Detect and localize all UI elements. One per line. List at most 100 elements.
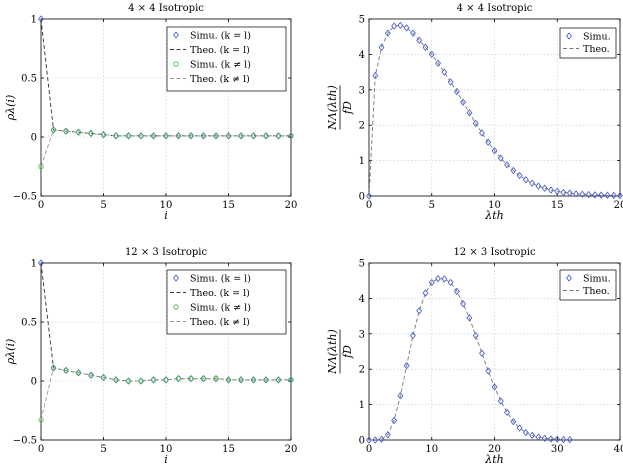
data-point-diamond <box>566 436 573 444</box>
data-point-diamond <box>416 36 423 44</box>
data-point-diamond <box>460 98 467 106</box>
data-point-diamond <box>378 43 385 51</box>
x-tick-label: 0 <box>38 444 44 455</box>
data-point-diamond <box>585 190 592 199</box>
legend-swatch-circle <box>173 61 179 67</box>
data-point-diamond <box>391 416 398 425</box>
y-axis-label: NΛ(λth) fD <box>326 329 354 375</box>
y-axis-label: ρλ(i) <box>4 339 17 366</box>
y-axis-label-numerator: NΛ(λth) <box>326 329 339 375</box>
data-point-diamond <box>403 362 410 370</box>
legend-label: Simu. (k ≠ l) <box>190 59 251 70</box>
data-point-diamond <box>422 43 429 51</box>
data-point-diamond <box>535 433 542 441</box>
data-point-diamond <box>522 428 529 437</box>
data-point-diamond <box>435 274 441 283</box>
data-point-diamond <box>453 287 460 295</box>
data-point-diamond <box>541 184 548 192</box>
data-point-diamond <box>529 179 536 187</box>
chart-title: 4 × 4 Isotropic <box>128 3 204 14</box>
legend-swatch-diamond <box>566 274 572 282</box>
data-point-diamond <box>554 435 561 443</box>
data-point-diamond <box>428 50 435 59</box>
x-tick-label: 40 <box>614 444 623 455</box>
y-tick-label: 0 <box>359 192 365 203</box>
y-axis-label: ρλ(i) <box>4 95 17 122</box>
x-axis-label: i <box>164 453 168 466</box>
x-tick-label: 15 <box>551 200 564 211</box>
data-point-diamond <box>422 289 429 297</box>
legend-label: Simu. (k ≠ l) <box>190 302 251 313</box>
legend-box <box>166 26 287 92</box>
x-tick-label: 10 <box>160 200 173 211</box>
legend-swatch-diamond <box>173 31 179 39</box>
data-point-circle <box>38 417 44 423</box>
x-tick-label: 5 <box>429 200 435 211</box>
data-point-diamond <box>441 68 448 76</box>
chart-title: 4 × 4 Isotropic <box>457 3 533 14</box>
x-tick-label: 30 <box>551 444 564 455</box>
data-point-diamond <box>391 22 398 30</box>
data-point-diamond <box>617 192 623 200</box>
chart-title: 12 × 3 Isotropic <box>453 247 536 258</box>
data-point-diamond <box>541 434 548 442</box>
y-tick-label: 3 <box>359 85 365 96</box>
y-tick-label: 5 <box>359 259 365 270</box>
data-point-diamond <box>535 182 542 190</box>
y-axis-label: NΛ(λth) fD <box>326 85 354 131</box>
y-tick-label: 0 <box>359 436 365 447</box>
legend-label: Simu. (k = l) <box>190 30 251 41</box>
data-point-diamond <box>466 109 473 117</box>
y-tick-label: 1 <box>359 400 365 411</box>
legend-box <box>166 269 287 335</box>
data-point-diamond <box>372 436 379 444</box>
y-axis-label-denominator: fD <box>341 101 354 115</box>
legend: Simu. Theo. <box>559 269 617 301</box>
x-tick-label: 20 <box>285 444 298 455</box>
y-tick-label: 2 <box>359 121 365 132</box>
data-point-diamond <box>548 186 554 194</box>
data-point-diamond <box>447 78 454 86</box>
data-point-diamond <box>428 278 435 287</box>
legend-label: Simu. <box>583 31 611 42</box>
data-point-diamond <box>491 383 498 391</box>
chart-4: 0 10 20 30 40 0 1 2 3 4 5 12 × 3 Isotropic λth NΛ(λth… <box>326 247 623 466</box>
x-tick-label: 15 <box>222 444 235 455</box>
data-point-circle <box>288 377 294 383</box>
data-point-diamond <box>397 21 404 30</box>
data-point-diamond <box>591 191 598 199</box>
x-tick-label: 5 <box>100 200 106 211</box>
data-point-diamond <box>441 275 448 283</box>
x-axis-label: i <box>164 209 168 222</box>
y-tick-label: −0.5 <box>13 436 37 447</box>
data-point-diamond <box>548 435 554 443</box>
data-point-diamond <box>529 431 536 440</box>
x-tick-label: 5 <box>100 444 106 455</box>
chart-1: 0 5 10 15 20−0.500.514 × 4 Isotropiciρλ(i)Si… <box>4 3 297 222</box>
data-point-diamond <box>579 190 586 198</box>
legend-label: Theo. (k ≠ l) <box>190 74 250 85</box>
data-point-diamond <box>410 29 416 37</box>
x-tick-label: 10 <box>425 444 438 455</box>
y-tick-label: 0 <box>31 133 37 144</box>
x-axis-label: λth <box>484 209 503 222</box>
data-point-diamond <box>504 161 510 169</box>
x-tick-label: 20 <box>488 444 501 455</box>
x-axis-label: λth <box>484 453 503 466</box>
data-point-circle <box>38 163 44 170</box>
data-point-diamond <box>472 119 479 128</box>
legend-label: Simu. <box>583 273 611 284</box>
series-line-4 <box>40 367 291 421</box>
data-point-diamond <box>566 189 573 197</box>
y-tick-label: 1 <box>359 156 365 167</box>
data-point-diamond <box>598 191 605 199</box>
data-point-diamond <box>497 397 504 405</box>
y-tick-label: 5 <box>359 15 365 26</box>
x-tick-label: 15 <box>222 200 235 211</box>
data-point-diamond <box>460 300 467 308</box>
legend-label: Theo. <box>583 286 610 297</box>
x-tick-label: 20 <box>285 200 298 211</box>
data-point-diamond <box>573 190 579 198</box>
data-point-diamond <box>485 367 492 375</box>
